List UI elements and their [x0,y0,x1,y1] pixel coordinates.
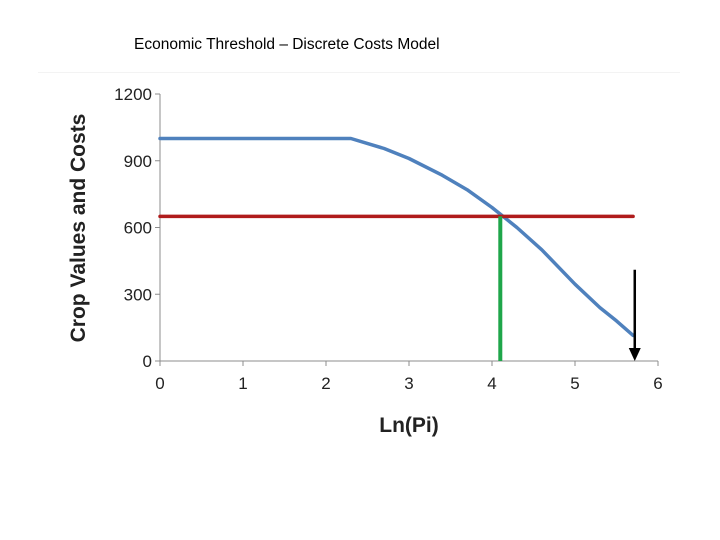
y-axis-title: Crop Values and Costs [67,114,90,343]
x-axis-title: Ln(Pi) [379,414,438,437]
chart-frame [38,72,680,445]
axes [159,94,658,362]
y-tick-label: 600 [124,219,152,238]
y-tick-label: 300 [124,285,152,304]
x-tick-label: 1 [238,374,247,393]
downward-arrow-head [628,348,641,361]
x-tick-labels: 0 1 2 3 4 5 6 [155,361,663,393]
y-tick-label: 1200 [114,85,152,104]
slide-title: Economic Threshold – Discrete Costs Mode… [134,36,440,53]
chart-series [158,136,635,338]
x-tick-label: 3 [404,374,413,393]
y-tick-label: 0 [143,352,152,371]
x-tick-label: 0 [155,374,164,393]
x-tick-label: 6 [653,374,662,393]
x-tick-label: 5 [570,374,579,393]
y-tick-labels: 0 300 600 900 1200 [114,85,160,371]
y-tick-label: 900 [124,152,152,171]
crop-value-curve [158,136,635,338]
chart-annotations [498,216,641,361]
x-tick-label: 2 [321,374,330,393]
x-tick-label: 4 [487,374,496,393]
